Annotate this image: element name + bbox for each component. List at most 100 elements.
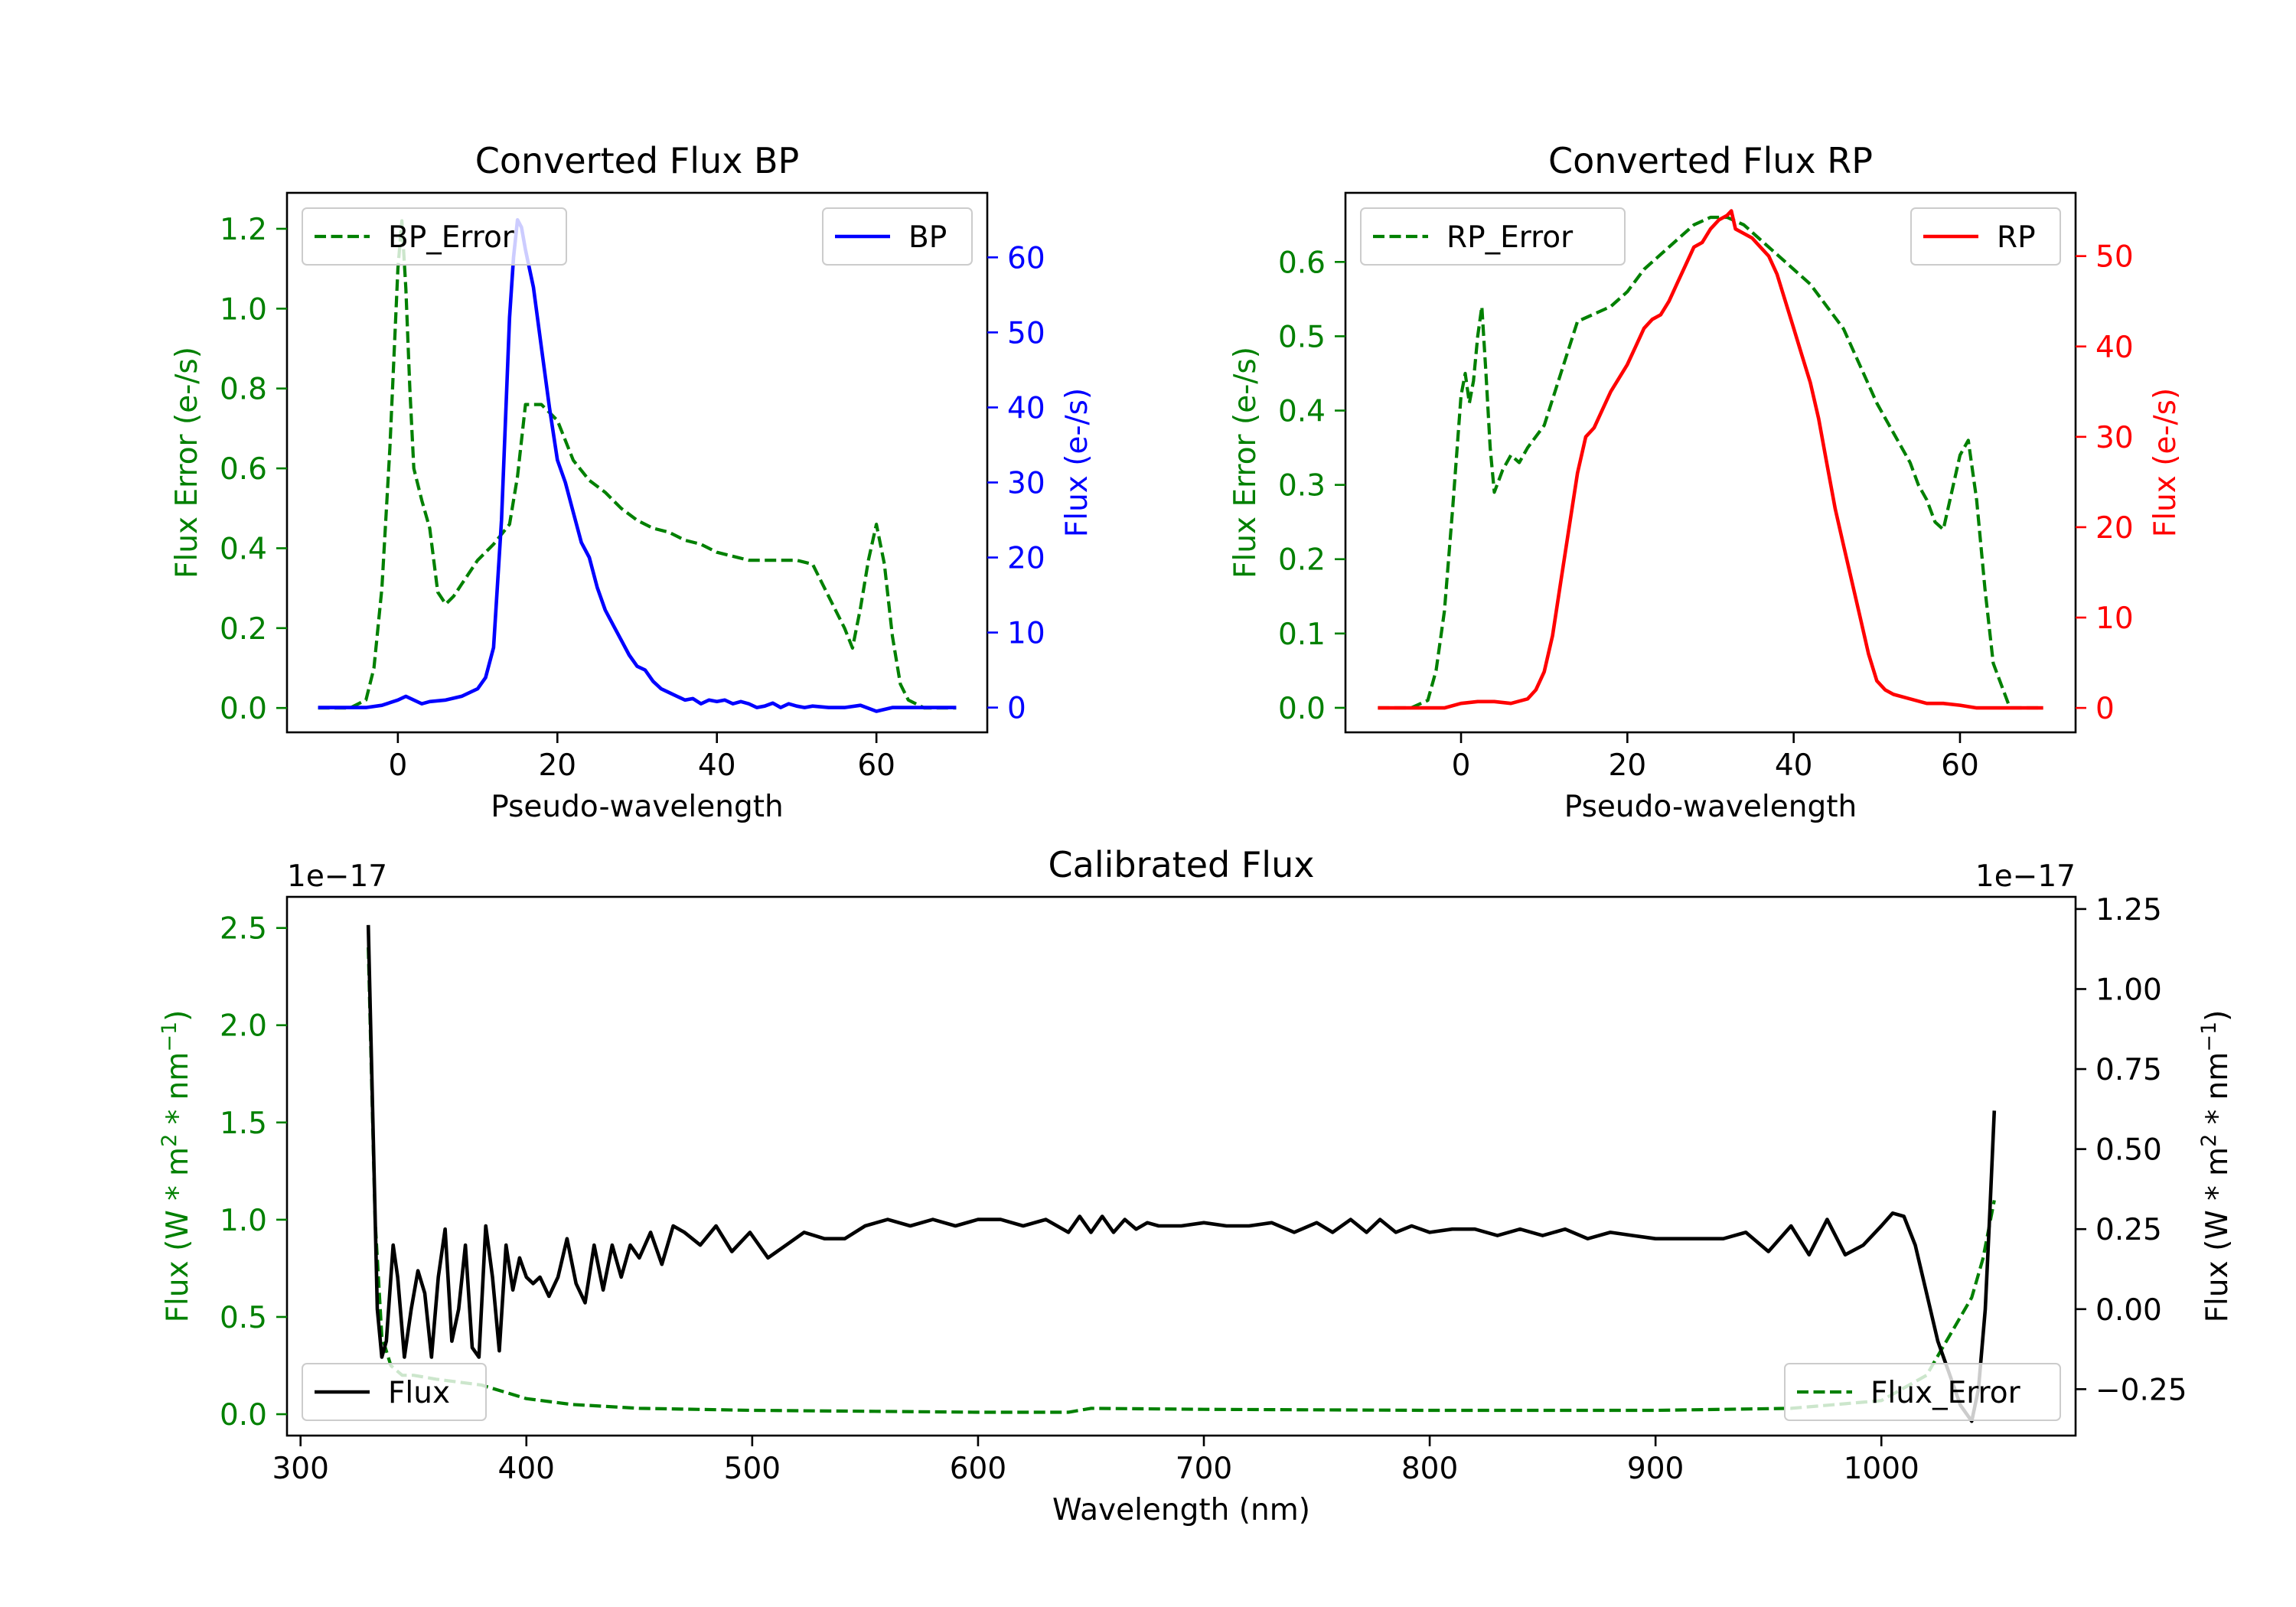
cal-legend-flux-error: Flux_Error	[1784, 1363, 2061, 1421]
bp-ytick-right-label: 50	[1007, 316, 1045, 350]
rp-ytick-right-label: 0	[2095, 692, 2115, 726]
cal-ytick-left-label: 1.5	[220, 1107, 267, 1141]
rp-panel: 0 20 40 60 0.0 0.1 0.2 0.3 0.4 0.5 0.6 0 10 20 30 40 50 C…	[1228, 140, 2183, 824]
bp-series-bp-error-line	[318, 219, 957, 710]
bp-ytick-right-label: 60	[1007, 241, 1045, 275]
cal-ytick-right-label: 0.75	[2095, 1053, 2162, 1087]
cal-xtick-label: 900	[1627, 1452, 1684, 1486]
cal-legend-label: Flux	[388, 1376, 450, 1410]
bp-series-bp-line	[318, 218, 957, 713]
rp-ytick-right-label: 10	[2095, 601, 2134, 636]
cal-xtick-label: 800	[1401, 1452, 1458, 1486]
rp-xlabel: Pseudo-wavelength	[1564, 790, 1857, 824]
cal-xtick-label: 700	[1176, 1452, 1232, 1486]
bp-xtick-label: 0	[388, 748, 407, 783]
rp-ytick-left-label: 0.0	[1278, 692, 1326, 726]
cal-ytick-right-label: 1.25	[2095, 893, 2162, 927]
cal-legend-label: Flux_Error	[1870, 1376, 2021, 1410]
cal-axes-frame	[285, 895, 2077, 1437]
rp-ytick-left-label: 0.1	[1278, 618, 1326, 652]
bp-legend-label: BP	[908, 220, 947, 255]
cal-ylabel-right: Flux (W * m2 * nm−1)	[2197, 1010, 2236, 1323]
cal-ytick-left-label: 0.5	[220, 1301, 267, 1335]
bp-legend-bp-error: BP_Error	[302, 207, 567, 266]
bp-ytick-right-label: 30	[1007, 466, 1045, 500]
rp-legend-label: RP_Error	[1446, 220, 1574, 255]
rp-title: Converted Flux RP	[1548, 140, 1873, 181]
cal-offset-label-right: 1e−17	[1975, 859, 2076, 894]
cal-xtick-label: 1000	[1844, 1452, 1919, 1486]
bp-xtick-label: 20	[538, 748, 576, 783]
cal-ytick-right-label: −0.25	[2095, 1373, 2187, 1407]
cal-legend-box	[1784, 1363, 2061, 1421]
bp-legend-label: BP_Error	[388, 220, 515, 255]
rp-ytick-left-label: 0.3	[1278, 469, 1326, 504]
cal-ytick-right-label: 0.25	[2095, 1213, 2162, 1247]
bp-xlabel: Pseudo-wavelength	[491, 790, 783, 824]
bp-ytick-left-label: 1.2	[220, 213, 267, 247]
cal-xlabel: Wavelength (nm)	[1052, 1493, 1310, 1527]
bp-xtick-label: 60	[857, 748, 895, 783]
bp-legend-bp: BP	[822, 207, 973, 266]
cal-xtick-label: 500	[724, 1452, 781, 1486]
cal-ytick-left-label: 1.0	[220, 1204, 267, 1238]
bp-axes-frame	[285, 191, 989, 734]
bp-legend-box	[822, 207, 973, 266]
rp-xtick-label: 20	[1609, 748, 1647, 783]
rp-legend-rp: RP	[1910, 207, 2061, 266]
cal-panel: 300 400 500 600 700 800 900 1000 0.0 0.5 1.0 1.5 2.0…	[158, 844, 2236, 1527]
bp-panel: 0 20 40 60 0.0 0.2 0.4 0.6 0.8 1.0 1.2 0 10 20 30 40 50 6…	[170, 140, 1094, 824]
rp-ytick-right-label: 30	[2095, 421, 2134, 455]
bp-ytick-right-label: 20	[1007, 542, 1045, 576]
rp-ytick-left-label: 0.2	[1278, 543, 1326, 578]
bp-ytick-left-label: 0.6	[220, 452, 267, 487]
rp-ytick-right-label: 20	[2095, 511, 2134, 546]
bp-legend-box	[302, 207, 567, 266]
cal-series-flux-error-line	[367, 947, 1996, 1414]
cal-ytick-left-label: 2.5	[220, 912, 267, 947]
rp-ytick-left-label: 0.6	[1278, 246, 1326, 280]
cal-legend-box	[302, 1363, 487, 1421]
bp-ytick-left-label: 0.0	[220, 692, 267, 726]
rp-xtick-label: 40	[1775, 748, 1813, 783]
cal-ytick-right-label: 0.50	[2095, 1133, 2162, 1168]
bp-xtick-label: 40	[698, 748, 736, 783]
rp-ytick-left-label: 0.4	[1278, 395, 1326, 429]
cal-xtick-label: 300	[272, 1452, 328, 1486]
rp-axes-frame	[1344, 191, 2077, 734]
bp-ytick-left-label: 0.8	[220, 373, 267, 407]
bp-ytick-left-label: 0.2	[220, 612, 267, 647]
cal-xtick-label: 600	[950, 1452, 1006, 1486]
cal-title: Calibrated Flux	[1049, 844, 1315, 885]
cal-legend-flux: Flux	[302, 1363, 487, 1421]
rp-legend-box	[1910, 207, 2061, 266]
rp-xtick-label: 60	[1941, 748, 1979, 783]
bp-ylabel-left: Flux Error (e-/s)	[170, 347, 204, 579]
cal-ytick-right-label: 1.00	[2095, 973, 2162, 1007]
rp-ytick-left-label: 0.5	[1278, 320, 1326, 354]
rp-legend-rp-error: RP_Error	[1360, 207, 1626, 266]
cal-offset-label-left: 1e−17	[287, 859, 387, 894]
rp-ylabel-left: Flux Error (e-/s)	[1228, 347, 1263, 579]
cal-ylabel-left: Flux (W * m2 * nm−1)	[158, 1010, 196, 1323]
bp-ytick-right-label: 0	[1007, 692, 1026, 726]
cal-xtick-label: 400	[498, 1452, 555, 1486]
rp-legend-label: RP	[1997, 220, 2036, 255]
rp-ylabel-right: Flux (e-/s)	[2148, 388, 2183, 537]
cal-series-flux-line	[366, 924, 1997, 1423]
bp-ytick-right-label: 10	[1007, 617, 1045, 651]
cal-ytick-left-label: 2.0	[220, 1009, 267, 1044]
rp-legend-box	[1360, 207, 1626, 266]
bp-title: Converted Flux BP	[475, 140, 800, 181]
bp-ytick-left-label: 1.0	[220, 292, 267, 327]
cal-ytick-left-label: 0.0	[220, 1398, 267, 1433]
bp-ytick-right-label: 40	[1007, 391, 1045, 425]
rp-ytick-right-label: 50	[2095, 240, 2134, 275]
bp-ytick-left-label: 0.4	[220, 532, 267, 566]
cal-ytick-right-label: 0.00	[2095, 1293, 2162, 1328]
rp-xtick-label: 0	[1452, 748, 1471, 783]
rp-series-rp-line	[1378, 209, 2043, 710]
bp-ylabel-right: Flux (e-/s)	[1060, 388, 1094, 537]
rp-ytick-right-label: 40	[2095, 331, 2134, 365]
